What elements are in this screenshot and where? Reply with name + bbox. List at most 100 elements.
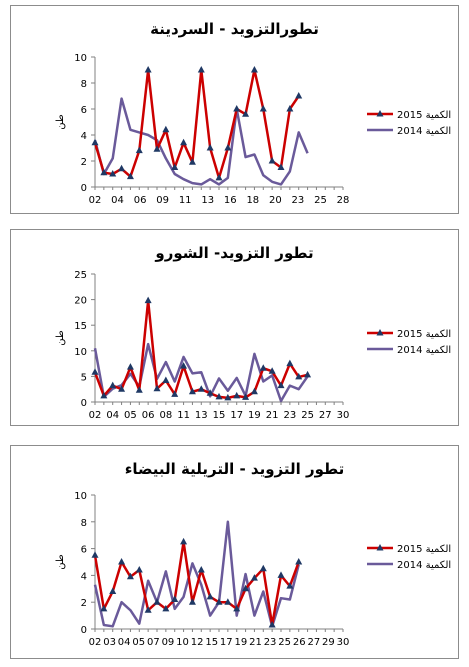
y-tick-label: 2 xyxy=(81,598,87,609)
data-point-2015 xyxy=(162,376,170,383)
legend-label-2015: 2015 الكمية xyxy=(397,544,451,555)
x-tick-label: 20 xyxy=(269,195,282,206)
x-tick-label: 19 xyxy=(235,637,248,648)
data-point-2015 xyxy=(215,598,223,605)
x-tick-label: 06 xyxy=(142,410,155,421)
data-point-2015 xyxy=(188,158,196,165)
x-tick-label: 25 xyxy=(278,637,291,648)
x-tick-label: 02 xyxy=(89,637,102,648)
chart-title: تطور التزويد- الشورو xyxy=(155,244,314,262)
chart-panel-chourou: تطور التزويد- الشورو 0 5 10 15 20 25 طن 02 04 05 0… xyxy=(10,229,459,426)
data-point-2015 xyxy=(171,390,179,397)
data-point-2015 xyxy=(118,164,126,172)
data-point-2015 xyxy=(224,393,232,401)
y-tick-label: 25 xyxy=(74,270,87,281)
y-tick-label: 5 xyxy=(81,372,87,383)
data-point-2015 xyxy=(268,157,276,164)
x-tick-label: 05 xyxy=(124,410,137,421)
y-tick-label: 10 xyxy=(74,347,87,358)
data-point-2015 xyxy=(215,173,223,181)
data-point-2015 xyxy=(126,363,134,370)
data-point-2015 xyxy=(250,66,258,73)
x-tick-label: 23 xyxy=(283,410,296,421)
data-point-2015 xyxy=(197,66,205,73)
y-tick-label: 6 xyxy=(81,545,87,556)
data-point-2015 xyxy=(206,592,214,600)
series-line-2014 xyxy=(93,342,309,403)
data-point-2015 xyxy=(286,105,294,112)
data-point-2015 xyxy=(144,296,152,304)
legend-label-2015: 2015 الكمية xyxy=(397,110,451,121)
x-tick-label: 19 xyxy=(248,410,261,421)
x-tick-label: 10 xyxy=(176,637,189,648)
data-point-2015 xyxy=(206,389,214,396)
y-tick-label: 0 xyxy=(81,398,87,409)
data-point-2015 xyxy=(224,598,232,605)
data-point-2015 xyxy=(277,571,285,578)
x-tick-label: 02 xyxy=(89,195,102,206)
legend-label-2015: 2015 الكمية xyxy=(397,329,451,340)
x-tick-label: 17 xyxy=(230,410,243,421)
data-point-2015 xyxy=(109,381,117,389)
data-point-2015 xyxy=(180,537,188,545)
y-tick-label: 0 xyxy=(81,183,87,194)
data-point-2015 xyxy=(250,574,258,581)
data-point-2015 xyxy=(135,386,143,393)
x-tick-label: 27 xyxy=(319,410,332,421)
data-point-2015 xyxy=(153,145,161,152)
chart-title: تطور التزويد - التريلية البيضاء xyxy=(124,460,345,478)
data-point-2015 xyxy=(100,391,108,399)
data-point-2015 xyxy=(233,604,241,612)
data-point-2015 xyxy=(304,370,312,378)
data-point-2015 xyxy=(259,564,267,572)
data-point-2015 xyxy=(91,138,99,146)
x-tick-label: 05 xyxy=(132,637,145,648)
data-point-2015 xyxy=(277,163,285,170)
x-tick-label: 30 xyxy=(337,637,350,648)
y-tick-label: 0 xyxy=(81,625,87,636)
x-tick-label: 18 xyxy=(246,195,259,206)
data-point-2015 xyxy=(126,572,134,580)
data-point-2015 xyxy=(277,381,285,389)
y-tick-label: 6 xyxy=(81,105,87,116)
x-tick-label: 26 xyxy=(293,637,306,648)
x-tick-label: 15 xyxy=(213,410,226,421)
data-point-2015 xyxy=(171,595,179,603)
data-point-2015 xyxy=(100,168,108,176)
data-point-2015 xyxy=(250,387,258,395)
chart-panel-white-trevally: تطور التزويد - التريلية البيضاء 0 2 4 6 8 10 ط… xyxy=(10,445,459,659)
data-point-2015 xyxy=(100,604,108,612)
chart-title: تطورالتزويد - السردينة xyxy=(150,20,319,38)
data-point-2015 xyxy=(153,598,161,605)
data-point-2015 xyxy=(118,385,126,392)
data-point-2015 xyxy=(295,372,303,380)
x-tick-label: 04 xyxy=(111,195,124,206)
legend-label-2014: 2014 الكمية xyxy=(397,345,451,356)
y-tick-label: 4 xyxy=(81,131,87,142)
data-point-2015 xyxy=(206,144,214,151)
y-axis-label: طن xyxy=(55,554,66,570)
y-tick-label: 8 xyxy=(81,518,87,529)
x-tick-label: 11 xyxy=(179,195,192,206)
data-point-2015 xyxy=(233,105,241,112)
x-tick-label: 21 xyxy=(266,410,279,421)
data-point-2015 xyxy=(109,587,117,594)
legend-label-2014: 2014 الكمية xyxy=(397,560,451,571)
x-tick-label: 29 xyxy=(322,637,335,648)
chart-panel-sardine: تطورالتزويد - السردينة 0 2 4 6 8 10 طن 02 04 06 09… xyxy=(10,5,459,214)
data-point-2015 xyxy=(171,163,179,170)
y-tick-label: 10 xyxy=(74,53,87,64)
x-tick-label: 15 xyxy=(205,637,218,648)
data-point-2015 xyxy=(295,92,303,99)
data-point-2015 xyxy=(197,385,205,392)
y-tick-label: 20 xyxy=(74,296,87,307)
legend-marker-2015 xyxy=(376,110,384,117)
data-point-2015 xyxy=(144,606,152,613)
data-point-2015 xyxy=(233,391,241,399)
x-tick-label: 23 xyxy=(292,195,305,206)
x-tick-label: 30 xyxy=(337,410,350,421)
x-tick-label: 27 xyxy=(307,637,320,648)
data-point-2015 xyxy=(242,393,250,400)
